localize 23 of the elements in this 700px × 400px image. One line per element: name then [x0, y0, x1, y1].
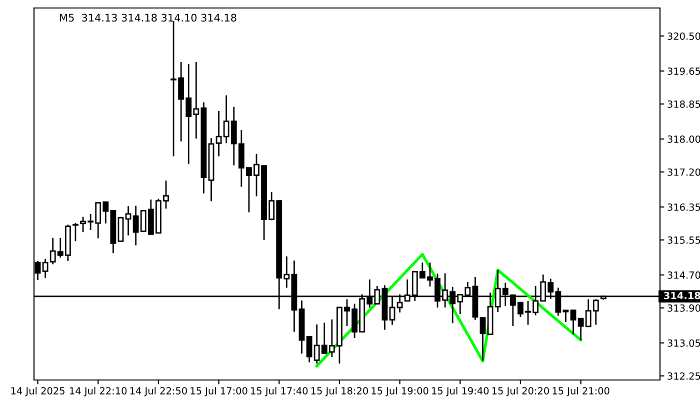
y-tick-label: 318.00 — [668, 135, 700, 143]
y-tick-label: 313.90 — [668, 304, 700, 312]
ref-line-label: 314.18 — [664, 292, 700, 300]
y-tick-label: 319.65 — [668, 68, 700, 75]
x-tick-label: 14 Jul 22:10 — [70, 386, 127, 396]
x-tick-label: 15 Jul 17:00 — [190, 386, 248, 396]
x-tick-label: 15 Jul 21:00 — [552, 386, 610, 396]
y-tick-label: 314.70 — [668, 271, 700, 279]
y-tick-label: 316.35 — [668, 203, 700, 211]
y-tick-label: 313.05 — [668, 339, 700, 347]
y-tick-label: 315.55 — [668, 236, 700, 244]
y-tick-label: 318.85 — [668, 100, 700, 108]
x-tick-label: 14 Jul 2025 — [11, 386, 64, 396]
x-tick-label: 14 Jul 22:50 — [130, 386, 187, 396]
x-tick-label: 15 Jul 19:40 — [432, 386, 489, 396]
y-tick-label: 312.25 — [668, 372, 700, 380]
x-tick-label: 15 Jul 20:20 — [492, 386, 549, 396]
y-tick-label: 320.50 — [668, 32, 700, 40]
x-tick-label: 15 Jul 17:40 — [251, 386, 308, 396]
y-tick-label: 317.20 — [668, 168, 700, 176]
x-tick-label: 15 Jul 18:20 — [311, 386, 368, 396]
chart-title: M5 314.13 314.18 314.10 314.18 — [60, 14, 236, 22]
x-tick-label: 15 Jul 19:00 — [372, 386, 428, 396]
